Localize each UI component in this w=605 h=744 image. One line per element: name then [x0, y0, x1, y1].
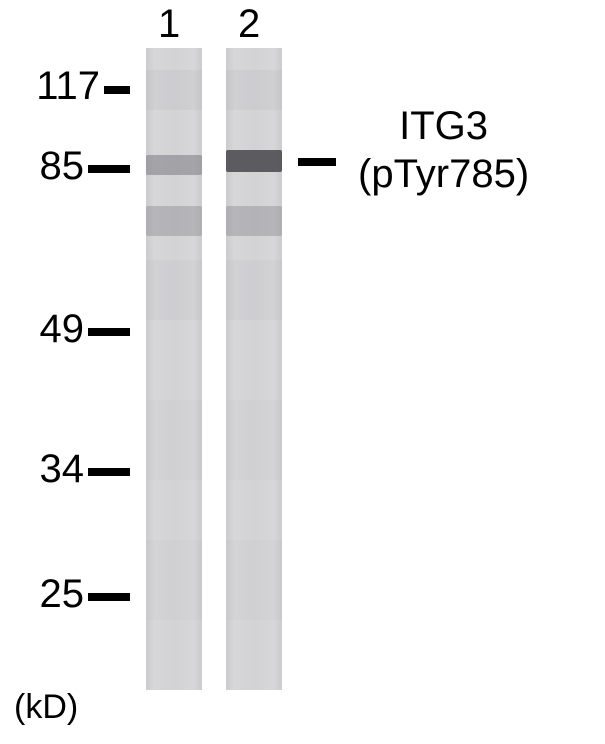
target-name-line2: (pTyr785) — [358, 150, 529, 198]
mw-label-117: 117 — [0, 64, 100, 109]
target-name-line1: ITG3 — [358, 102, 529, 150]
lane-noise — [146, 70, 202, 110]
target-band-tick — [298, 158, 336, 166]
mw-tick-85 — [88, 165, 130, 173]
blot-lane-1 — [146, 48, 202, 690]
mw-label-25: 25 — [0, 572, 84, 617]
lane-noise — [146, 400, 202, 480]
mw-tick-117 — [104, 86, 130, 94]
kd-unit-label: (kD) — [14, 688, 78, 727]
western-blot-figure: 1 2 117 85 49 34 25 ITG3 (pTyr785) (kD) — [0, 0, 605, 744]
lane2-band-smear — [226, 206, 282, 236]
lane1-band-smear — [146, 206, 202, 236]
target-protein-label: ITG3 (pTyr785) — [358, 102, 529, 198]
lane-noise — [146, 540, 202, 620]
mw-tick-34 — [88, 468, 130, 476]
lane-noise — [226, 70, 282, 110]
lane-noise — [226, 260, 282, 320]
lane-noise — [226, 540, 282, 620]
mw-tick-49 — [88, 328, 130, 336]
mw-tick-25 — [88, 593, 130, 601]
lane-noise — [146, 260, 202, 320]
lane-2-label: 2 — [238, 2, 260, 47]
lane2-band-target-85 — [226, 150, 282, 172]
lane-noise — [226, 400, 282, 480]
mw-label-85: 85 — [0, 144, 84, 189]
mw-label-49: 49 — [0, 307, 84, 352]
blot-lane-2 — [226, 48, 282, 690]
lane1-band-faint-85 — [146, 155, 202, 175]
lane-1-label: 1 — [158, 2, 180, 47]
mw-label-34: 34 — [0, 447, 84, 492]
